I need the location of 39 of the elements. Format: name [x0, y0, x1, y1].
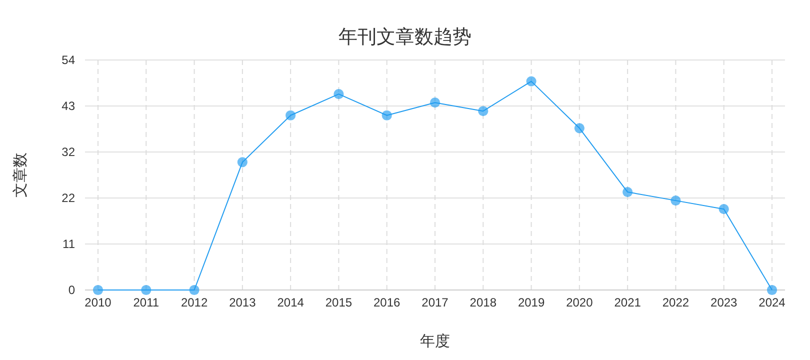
point [670, 196, 681, 206]
point [526, 76, 536, 86]
point [189, 284, 200, 296]
point [430, 98, 440, 108]
x-tick-label: 2011 [133, 296, 160, 310]
y-tick-label: 54 [62, 52, 76, 67]
x-axis-title: 年度 [420, 332, 450, 350]
point [286, 110, 296, 120]
x-tick-label: 2019 [518, 296, 545, 310]
x-tick-label: 2015 [325, 296, 352, 310]
x-tick-label: 2016 [374, 296, 401, 310]
x-tick-label: 2018 [470, 296, 497, 310]
y-tick-label: 43 [62, 98, 76, 113]
point [622, 187, 633, 198]
y-tick-label: 11 [62, 236, 76, 251]
point [478, 106, 488, 116]
point [718, 204, 729, 214]
x-tick-label: 2020 [566, 296, 594, 310]
point [237, 157, 248, 168]
y-axis-title: 文章数 [11, 152, 29, 198]
x-tick-label: 2010 [84, 296, 112, 310]
point [334, 89, 344, 100]
x-tick-label: 2014 [277, 296, 304, 310]
point [766, 284, 778, 296]
point [574, 123, 584, 134]
x-tick-label: 2022 [662, 296, 690, 310]
y-tick-label: 32 [62, 144, 76, 159]
point [141, 284, 152, 296]
x-tick-label: 2023 [710, 296, 738, 310]
point [92, 284, 104, 296]
x-tick-label: 2024 [758, 296, 786, 310]
chart-title: 年刊文章数趋势 [338, 26, 472, 48]
x-tick-label: 2021 [614, 296, 642, 310]
y-tick-label: 22 [62, 190, 76, 205]
y-tick-label: 0 [68, 282, 76, 297]
x-tick-label: 2012 [180, 296, 208, 310]
point [382, 110, 392, 120]
x-tick-label: 2017 [422, 296, 449, 310]
x-tick-label: 2013 [229, 296, 256, 310]
